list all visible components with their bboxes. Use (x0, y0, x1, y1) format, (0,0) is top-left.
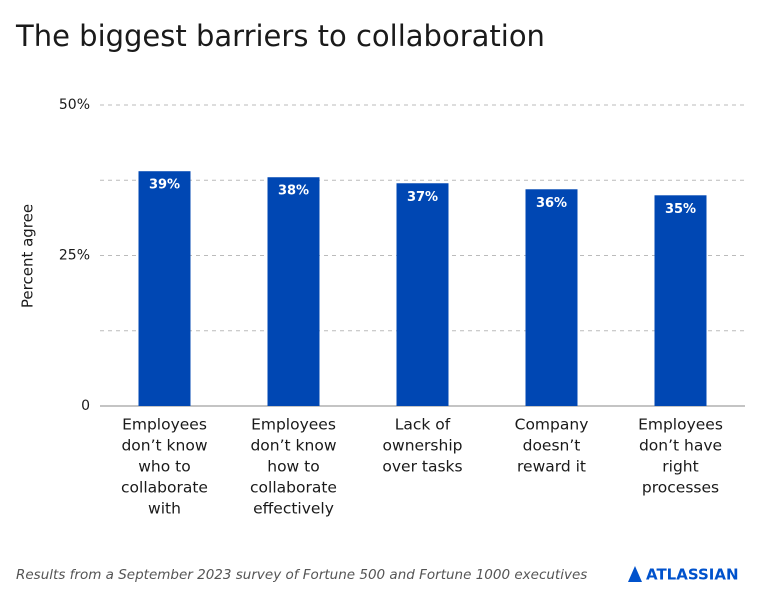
x-tick-label: doesn’t (523, 437, 581, 455)
x-tick-label: Employees (122, 416, 207, 434)
y-tick-label: 25% (59, 248, 90, 264)
value-label: 38% (278, 184, 309, 199)
x-tick-label: Employees (638, 416, 723, 434)
logo: ATLASSIAN (646, 566, 739, 584)
x-tick-label: right (662, 458, 698, 476)
x-tick-label: with (148, 500, 181, 518)
x-tick-label: Company (515, 416, 589, 434)
value-label: 35% (665, 202, 696, 217)
bar (654, 195, 707, 406)
x-tick-label: over tasks (382, 458, 462, 476)
bar (138, 171, 191, 406)
y-tick-label: 0 (81, 398, 90, 414)
x-tick-label: ownership (383, 437, 463, 455)
x-tick-label: collaborate (250, 479, 337, 497)
x-tick-label: Lack of (395, 416, 451, 434)
bar (396, 183, 449, 406)
logo-icon (628, 566, 642, 582)
footnote: Results from a September 2023 survey of … (16, 567, 587, 583)
x-tick-label: don’t know (250, 437, 336, 455)
value-label: 36% (536, 196, 567, 211)
x-tick-label: reward it (517, 458, 586, 476)
x-tick-label: don’t know (121, 437, 207, 455)
value-label: 37% (407, 190, 438, 205)
y-axis-label: Percent agree (19, 204, 37, 308)
value-label: 39% (149, 178, 180, 193)
chart-title: The biggest barriers to collaboration (15, 19, 545, 53)
x-tick-label: processes (642, 479, 719, 497)
x-tick-label: collaborate (121, 479, 208, 497)
x-tick-label: don’t have (639, 437, 722, 455)
bar (267, 177, 320, 406)
bar (525, 189, 578, 406)
x-tick-label: who to (138, 458, 190, 476)
x-tick-label: effectively (253, 500, 334, 518)
x-tick-label: Employees (251, 416, 336, 434)
y-tick-label: 50% (59, 97, 90, 113)
x-tick-label: how to (267, 458, 319, 476)
